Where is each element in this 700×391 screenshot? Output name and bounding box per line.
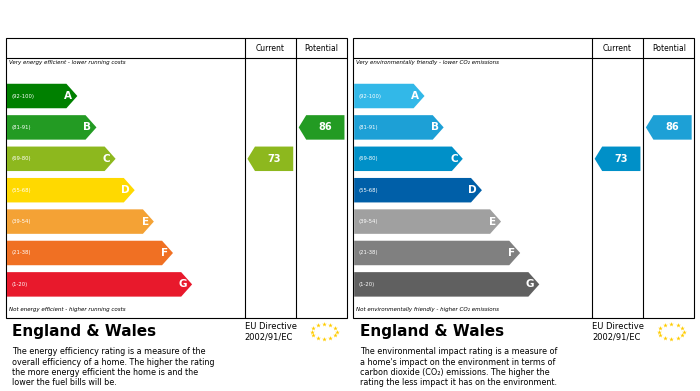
Text: England & Wales: England & Wales (13, 324, 157, 339)
Polygon shape (7, 209, 154, 234)
Text: (1-20): (1-20) (11, 282, 27, 287)
Text: C: C (450, 154, 458, 164)
Text: Potential: Potential (652, 44, 686, 53)
Text: (1-20): (1-20) (358, 282, 375, 287)
Text: Not environmentally friendly - higher CO₂ emissions: Not environmentally friendly - higher CO… (356, 307, 499, 312)
Text: Very environmentally friendly - lower CO₂ emissions: Very environmentally friendly - lower CO… (356, 60, 499, 65)
Text: Very energy efficient - lower running costs: Very energy efficient - lower running co… (9, 60, 125, 65)
Polygon shape (354, 147, 463, 171)
Polygon shape (354, 272, 539, 297)
Text: F: F (161, 248, 168, 258)
Text: 73: 73 (267, 154, 281, 164)
Polygon shape (7, 115, 97, 140)
Polygon shape (7, 147, 116, 171)
Text: Not energy efficient - higher running costs: Not energy efficient - higher running co… (9, 307, 125, 312)
Text: Energy Efficiency Rating: Energy Efficiency Rating (13, 18, 175, 32)
Text: (21-38): (21-38) (11, 251, 31, 255)
Text: A: A (412, 91, 419, 101)
Text: (55-68): (55-68) (11, 188, 31, 193)
Text: B: B (83, 122, 91, 133)
Text: (55-68): (55-68) (358, 188, 378, 193)
Text: A: A (64, 91, 72, 101)
Text: The environmental impact rating is a measure of
a home's impact on the environme: The environmental impact rating is a mea… (360, 347, 557, 387)
Text: EU Directive
2002/91/EC: EU Directive 2002/91/EC (245, 322, 297, 341)
Text: Current: Current (256, 44, 285, 53)
Polygon shape (7, 84, 77, 108)
Polygon shape (354, 178, 482, 203)
Text: (69-80): (69-80) (11, 156, 31, 161)
Text: C: C (103, 154, 111, 164)
Text: F: F (508, 248, 515, 258)
Polygon shape (646, 115, 692, 140)
Text: (92-100): (92-100) (11, 93, 34, 99)
Polygon shape (7, 178, 134, 203)
Text: 73: 73 (615, 154, 628, 164)
Polygon shape (248, 147, 293, 171)
Text: 86: 86 (318, 122, 332, 133)
Polygon shape (595, 147, 640, 171)
Text: England & Wales: England & Wales (360, 324, 504, 339)
Polygon shape (7, 272, 192, 297)
Text: G: G (526, 280, 534, 289)
Text: (81-91): (81-91) (358, 125, 378, 130)
Text: E: E (141, 217, 148, 227)
Text: (69-80): (69-80) (358, 156, 378, 161)
Polygon shape (7, 241, 173, 265)
Text: (81-91): (81-91) (11, 125, 31, 130)
Polygon shape (354, 84, 424, 108)
Text: D: D (468, 185, 477, 195)
Text: D: D (121, 185, 130, 195)
Text: 86: 86 (666, 122, 680, 133)
Text: (92-100): (92-100) (358, 93, 382, 99)
Text: (39-54): (39-54) (358, 219, 378, 224)
Text: G: G (178, 280, 187, 289)
Polygon shape (354, 209, 501, 234)
Text: Potential: Potential (304, 44, 339, 53)
Text: EU Directive
2002/91/EC: EU Directive 2002/91/EC (592, 322, 644, 341)
Text: (39-54): (39-54) (11, 219, 31, 224)
Polygon shape (299, 115, 344, 140)
Text: The energy efficiency rating is a measure of the
overall efficiency of a home. T: The energy efficiency rating is a measur… (13, 347, 215, 387)
Text: B: B (430, 122, 438, 133)
Text: Environmental Impact (CO₂) Rating: Environmental Impact (CO₂) Rating (360, 18, 592, 32)
Polygon shape (354, 241, 520, 265)
Text: Current: Current (603, 44, 632, 53)
Text: E: E (489, 217, 496, 227)
Text: (21-38): (21-38) (358, 251, 378, 255)
Polygon shape (354, 115, 444, 140)
